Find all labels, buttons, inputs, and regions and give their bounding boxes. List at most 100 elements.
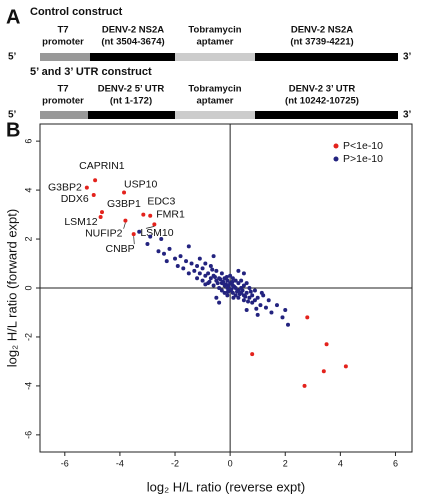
- legend-marker: [333, 143, 339, 149]
- point: [159, 237, 164, 242]
- segment: [90, 53, 175, 61]
- point-label: CAPRIN1: [79, 160, 125, 172]
- point: [203, 282, 208, 287]
- point: [221, 279, 226, 284]
- x-tick-label: 6: [393, 458, 398, 468]
- segment-label: T7: [57, 84, 68, 95]
- point: [244, 290, 249, 295]
- point: [321, 369, 326, 374]
- point: [255, 312, 260, 317]
- point: [250, 352, 255, 357]
- point: [230, 290, 235, 295]
- panel-label: B: [6, 119, 20, 141]
- point: [189, 261, 194, 266]
- point: [200, 278, 205, 283]
- point-label: DDX6: [61, 193, 89, 205]
- point: [175, 263, 180, 268]
- point: [148, 234, 153, 239]
- x-tick-label: -4: [116, 458, 124, 468]
- point: [222, 290, 227, 295]
- x-tick-label: 0: [228, 458, 233, 468]
- point: [255, 295, 260, 300]
- point: [274, 303, 279, 308]
- point: [230, 276, 235, 281]
- segment: [175, 111, 255, 119]
- point: [131, 232, 136, 237]
- point: [148, 213, 153, 218]
- point: [225, 293, 230, 298]
- point: [259, 290, 264, 295]
- point: [217, 300, 222, 305]
- point: [192, 268, 197, 273]
- point: [219, 288, 224, 293]
- point: [247, 295, 252, 300]
- point: [236, 281, 241, 286]
- point-label: FMR1: [156, 209, 185, 221]
- point: [241, 298, 246, 303]
- point: [181, 266, 186, 271]
- point: [252, 298, 257, 303]
- point: [186, 271, 191, 276]
- y-axis-label: log₂ H/L ratio (forward expt): [4, 209, 19, 367]
- point: [214, 295, 219, 300]
- point: [215, 281, 220, 286]
- x-axis-label: log₂ H/L ratio (reverse expt): [147, 479, 305, 494]
- point: [236, 295, 241, 300]
- point: [266, 298, 271, 303]
- x-tick-label: -2: [171, 458, 179, 468]
- point: [162, 251, 166, 256]
- point: [186, 244, 191, 249]
- point: [228, 273, 233, 278]
- segment: [88, 111, 175, 119]
- y-tick-label: -6: [23, 431, 33, 439]
- segment-label: DENV-2 NS2A: [102, 25, 164, 36]
- point: [230, 279, 235, 284]
- point: [210, 267, 215, 272]
- point: [91, 192, 96, 197]
- point: [197, 271, 202, 276]
- construct-title: 5’ and 3’ UTR construct: [30, 66, 152, 78]
- point: [217, 286, 222, 290]
- point: [137, 229, 142, 234]
- y-tick-label: -2: [23, 333, 33, 341]
- point: [250, 293, 255, 298]
- point: [218, 277, 223, 282]
- point: [250, 300, 255, 305]
- point: [258, 303, 263, 308]
- point: [212, 274, 217, 279]
- point: [236, 268, 241, 273]
- x-tick-label: 4: [338, 458, 343, 468]
- point: [203, 261, 208, 266]
- segment-label: (nt 10242-10725): [285, 96, 359, 107]
- panel-label: A: [6, 6, 20, 28]
- y-tick-label: 4: [23, 188, 33, 193]
- segment-label: (nt 1-172): [110, 96, 152, 107]
- point-label: LSM10: [140, 227, 173, 239]
- point: [283, 308, 288, 313]
- segment-label: aptamer: [197, 96, 234, 107]
- legend-marker: [333, 156, 339, 162]
- point: [211, 254, 216, 259]
- segment-label: (nt 3739-4221): [290, 37, 353, 48]
- point: [208, 276, 213, 281]
- point: [195, 276, 200, 281]
- point: [167, 246, 172, 251]
- construct-title: Control construct: [30, 6, 123, 18]
- point: [206, 271, 211, 276]
- legend-label: P<1e-10: [343, 140, 383, 152]
- point: [211, 283, 216, 288]
- point: [226, 283, 231, 288]
- y-tick-label: 0: [23, 285, 33, 290]
- segment-label: promoter: [42, 37, 84, 48]
- point: [254, 306, 259, 311]
- segment: [40, 111, 88, 119]
- point: [280, 315, 285, 320]
- segment: [40, 53, 90, 61]
- end-label: 3’: [403, 52, 412, 63]
- y-tick-label: -4: [23, 382, 33, 390]
- point: [195, 263, 200, 268]
- point: [214, 268, 219, 273]
- point-label: LSM12: [64, 216, 97, 228]
- segment-label: Tobramycin: [188, 25, 241, 36]
- point: [286, 322, 290, 327]
